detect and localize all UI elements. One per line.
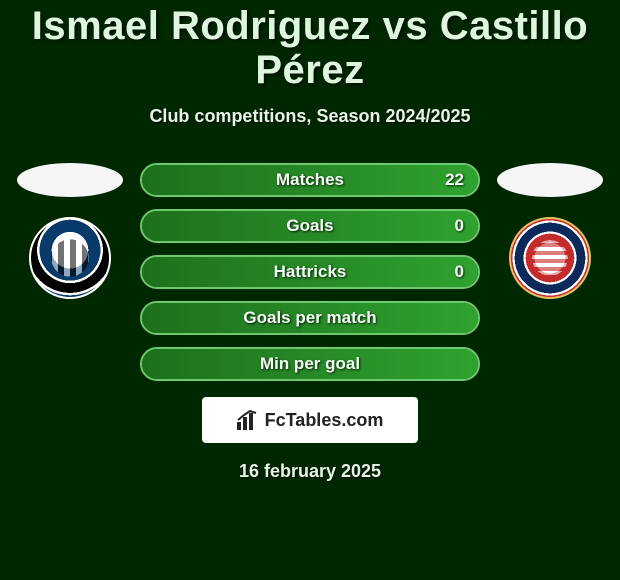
right-player-column — [490, 163, 610, 299]
stat-label: Matches — [276, 170, 344, 190]
stat-label: Min per goal — [260, 354, 360, 374]
date-text: 16 february 2025 — [0, 461, 620, 482]
chart-icon — [237, 410, 259, 430]
stat-label: Goals — [286, 216, 333, 236]
stat-label: Hattricks — [274, 262, 347, 282]
stat-bar: Goals 0 — [140, 209, 480, 243]
stat-bar: Min per goal — [140, 347, 480, 381]
comparison-card: Ismael Rodriguez vs Castillo Pérez Club … — [0, 0, 620, 580]
stats-area: Matches 22 Goals 0 Hattricks 0 Goals per match… — [0, 163, 620, 381]
attribution-badge: FcTables.com — [202, 397, 418, 443]
left-player-column — [10, 163, 130, 299]
stat-bar: Matches 22 — [140, 163, 480, 197]
left-club-badge — [29, 217, 111, 299]
stat-value-right: 0 — [455, 262, 464, 282]
page-title: Ismael Rodriguez vs Castillo Pérez — [0, 4, 620, 92]
right-club-badge — [509, 217, 591, 299]
stat-bar: Goals per match — [140, 301, 480, 335]
stat-bar: Hattricks 0 — [140, 255, 480, 289]
stat-value-right: 0 — [455, 216, 464, 236]
stat-value-right: 22 — [445, 170, 464, 190]
stat-bars: Matches 22 Goals 0 Hattricks 0 Goals per match… — [140, 163, 480, 381]
attribution-text: FcTables.com — [265, 410, 384, 431]
left-country-flag — [17, 163, 123, 197]
subtitle: Club competitions, Season 2024/2025 — [0, 106, 620, 127]
stat-label: Goals per match — [243, 308, 376, 328]
right-country-flag — [497, 163, 603, 197]
